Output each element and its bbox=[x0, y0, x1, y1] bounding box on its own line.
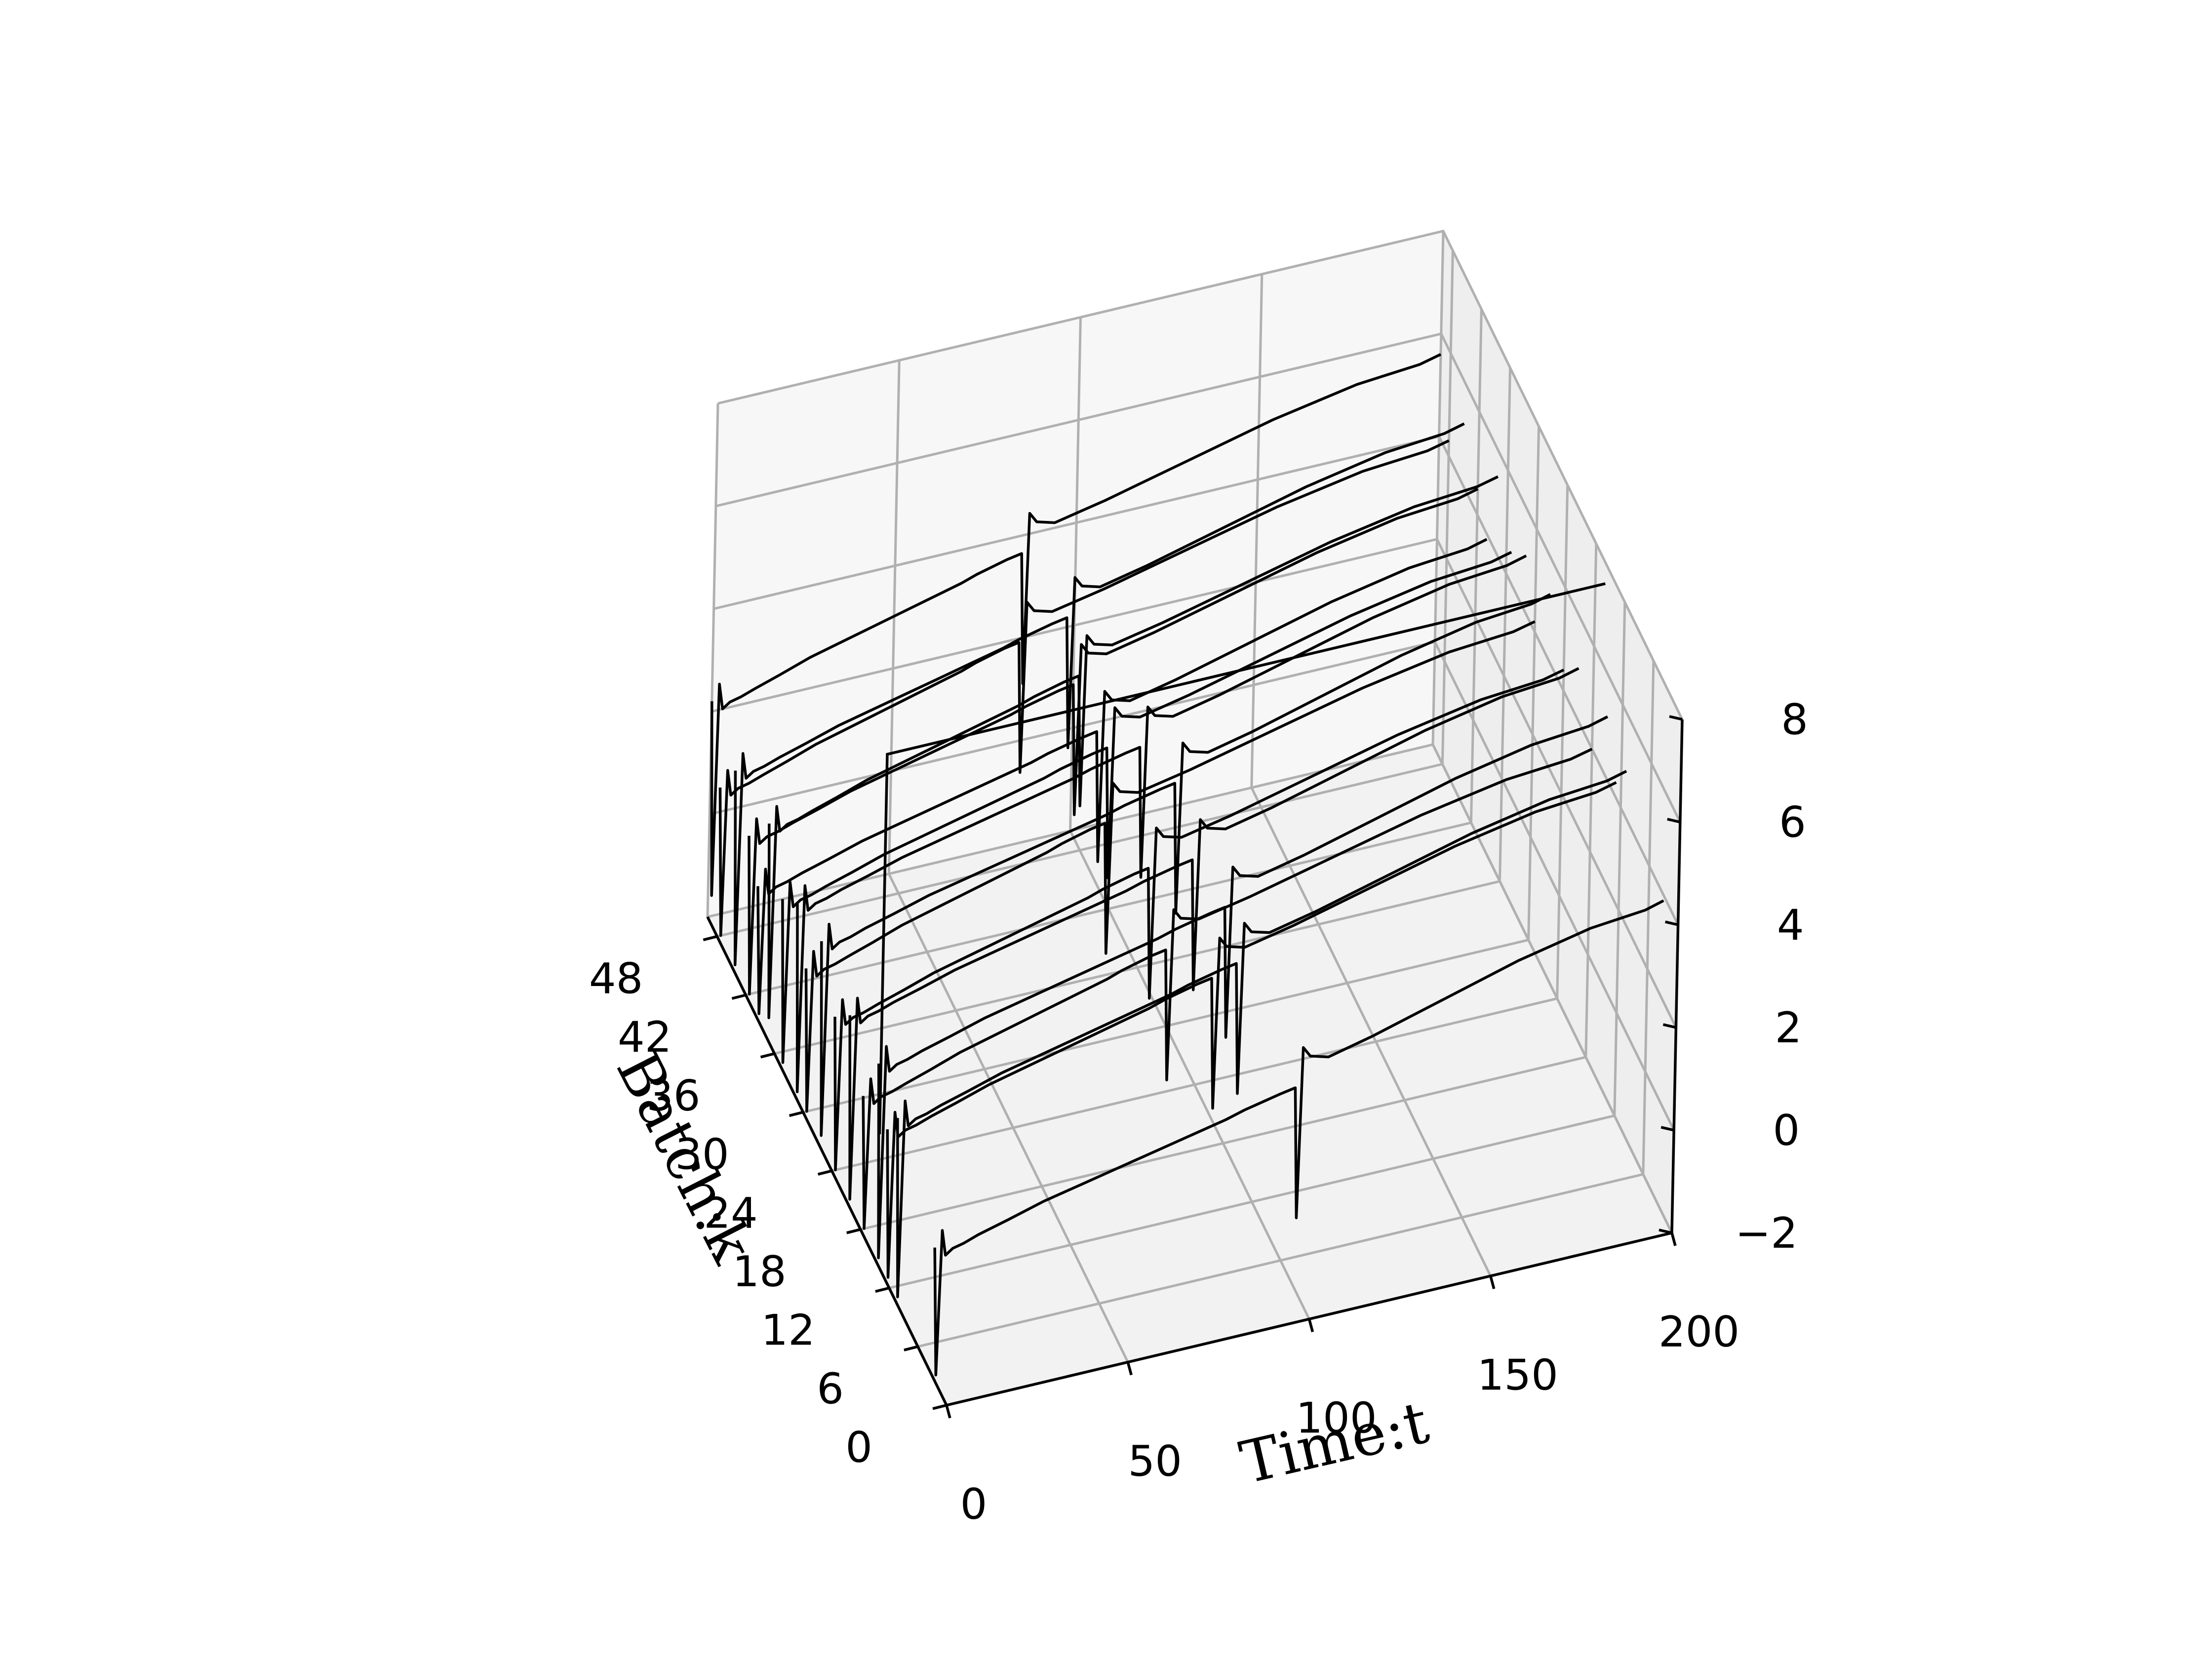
z-tick-mark bbox=[1664, 920, 1679, 926]
y-tick-label: 6 bbox=[817, 1364, 844, 1414]
grid-line-z bbox=[707, 743, 1673, 1234]
series-line bbox=[795, 554, 1527, 1094]
series-line bbox=[767, 475, 1499, 1020]
y-tick-mark bbox=[760, 1052, 775, 1059]
series-line bbox=[886, 781, 1617, 1279]
y-tick-mark bbox=[703, 935, 718, 942]
x-tick-label: 0 bbox=[960, 1480, 988, 1529]
grid-line-z bbox=[715, 332, 1682, 823]
x-tick-mark bbox=[1307, 1318, 1314, 1333]
series-line bbox=[848, 667, 1580, 1201]
y-tick-mark bbox=[789, 1110, 804, 1117]
grid-line-z bbox=[711, 538, 1677, 1028]
z-tick-mark bbox=[1662, 1023, 1677, 1029]
x-tick-label: 100 bbox=[1296, 1394, 1377, 1443]
series-line bbox=[748, 487, 1479, 996]
x-tick-label: 200 bbox=[1659, 1307, 1739, 1357]
y-tick-mark bbox=[846, 1228, 861, 1234]
z-tick-label: 6 bbox=[1779, 798, 1806, 847]
y-axis-line bbox=[706, 916, 948, 1406]
x-tick-label: 150 bbox=[1477, 1350, 1558, 1400]
x-tick-mark bbox=[1126, 1362, 1133, 1376]
z-tick-label: 8 bbox=[1781, 695, 1808, 745]
series-line bbox=[878, 582, 1606, 1135]
y-tick-label: 12 bbox=[761, 1306, 815, 1355]
x-tick-mark bbox=[1489, 1275, 1496, 1289]
axis-lines bbox=[703, 715, 1684, 1419]
y-tick-mark bbox=[875, 1286, 890, 1293]
y-tick-label: 0 bbox=[845, 1423, 872, 1472]
z-tick-label: 4 bbox=[1777, 901, 1804, 950]
y-tick-mark bbox=[904, 1345, 918, 1351]
y-tick-mark bbox=[818, 1169, 832, 1176]
y-tick-label: 36 bbox=[646, 1071, 700, 1121]
series-line bbox=[896, 770, 1627, 1299]
y-tick-label: 30 bbox=[675, 1130, 729, 1180]
series-line bbox=[733, 422, 1465, 966]
x-tick-label: 50 bbox=[1128, 1437, 1182, 1486]
series-line bbox=[756, 538, 1488, 1015]
y-tick-mark bbox=[932, 1404, 947, 1410]
y-tick-mark bbox=[731, 993, 747, 1000]
y-tick-label: 48 bbox=[589, 954, 643, 1004]
grid-line-z bbox=[717, 230, 1684, 720]
series-line bbox=[820, 593, 1551, 1137]
y-tick-label: 24 bbox=[704, 1188, 757, 1238]
series-group bbox=[710, 353, 1664, 1377]
axis-panes bbox=[708, 231, 1682, 1405]
side-pane bbox=[1433, 231, 1682, 1233]
x-tick-mark bbox=[1670, 1232, 1677, 1246]
z-axis-line bbox=[1670, 719, 1684, 1233]
x-tick-mark bbox=[945, 1405, 951, 1419]
z-tick-label: −2 bbox=[1735, 1209, 1798, 1258]
z-tick-label: 0 bbox=[1773, 1106, 1800, 1155]
z-tick-mark bbox=[1669, 715, 1683, 721]
series-line bbox=[710, 353, 1442, 897]
z-tick-label: 2 bbox=[1775, 1003, 1802, 1053]
z-tick-mark bbox=[1667, 818, 1681, 824]
z-tick-mark bbox=[1660, 1126, 1674, 1132]
y-tick-label: 18 bbox=[732, 1247, 786, 1297]
y-tick-label: 42 bbox=[618, 1013, 672, 1062]
series-line bbox=[877, 715, 1609, 1260]
z-tick-mark bbox=[1659, 1228, 1672, 1234]
series-line bbox=[933, 899, 1664, 1377]
